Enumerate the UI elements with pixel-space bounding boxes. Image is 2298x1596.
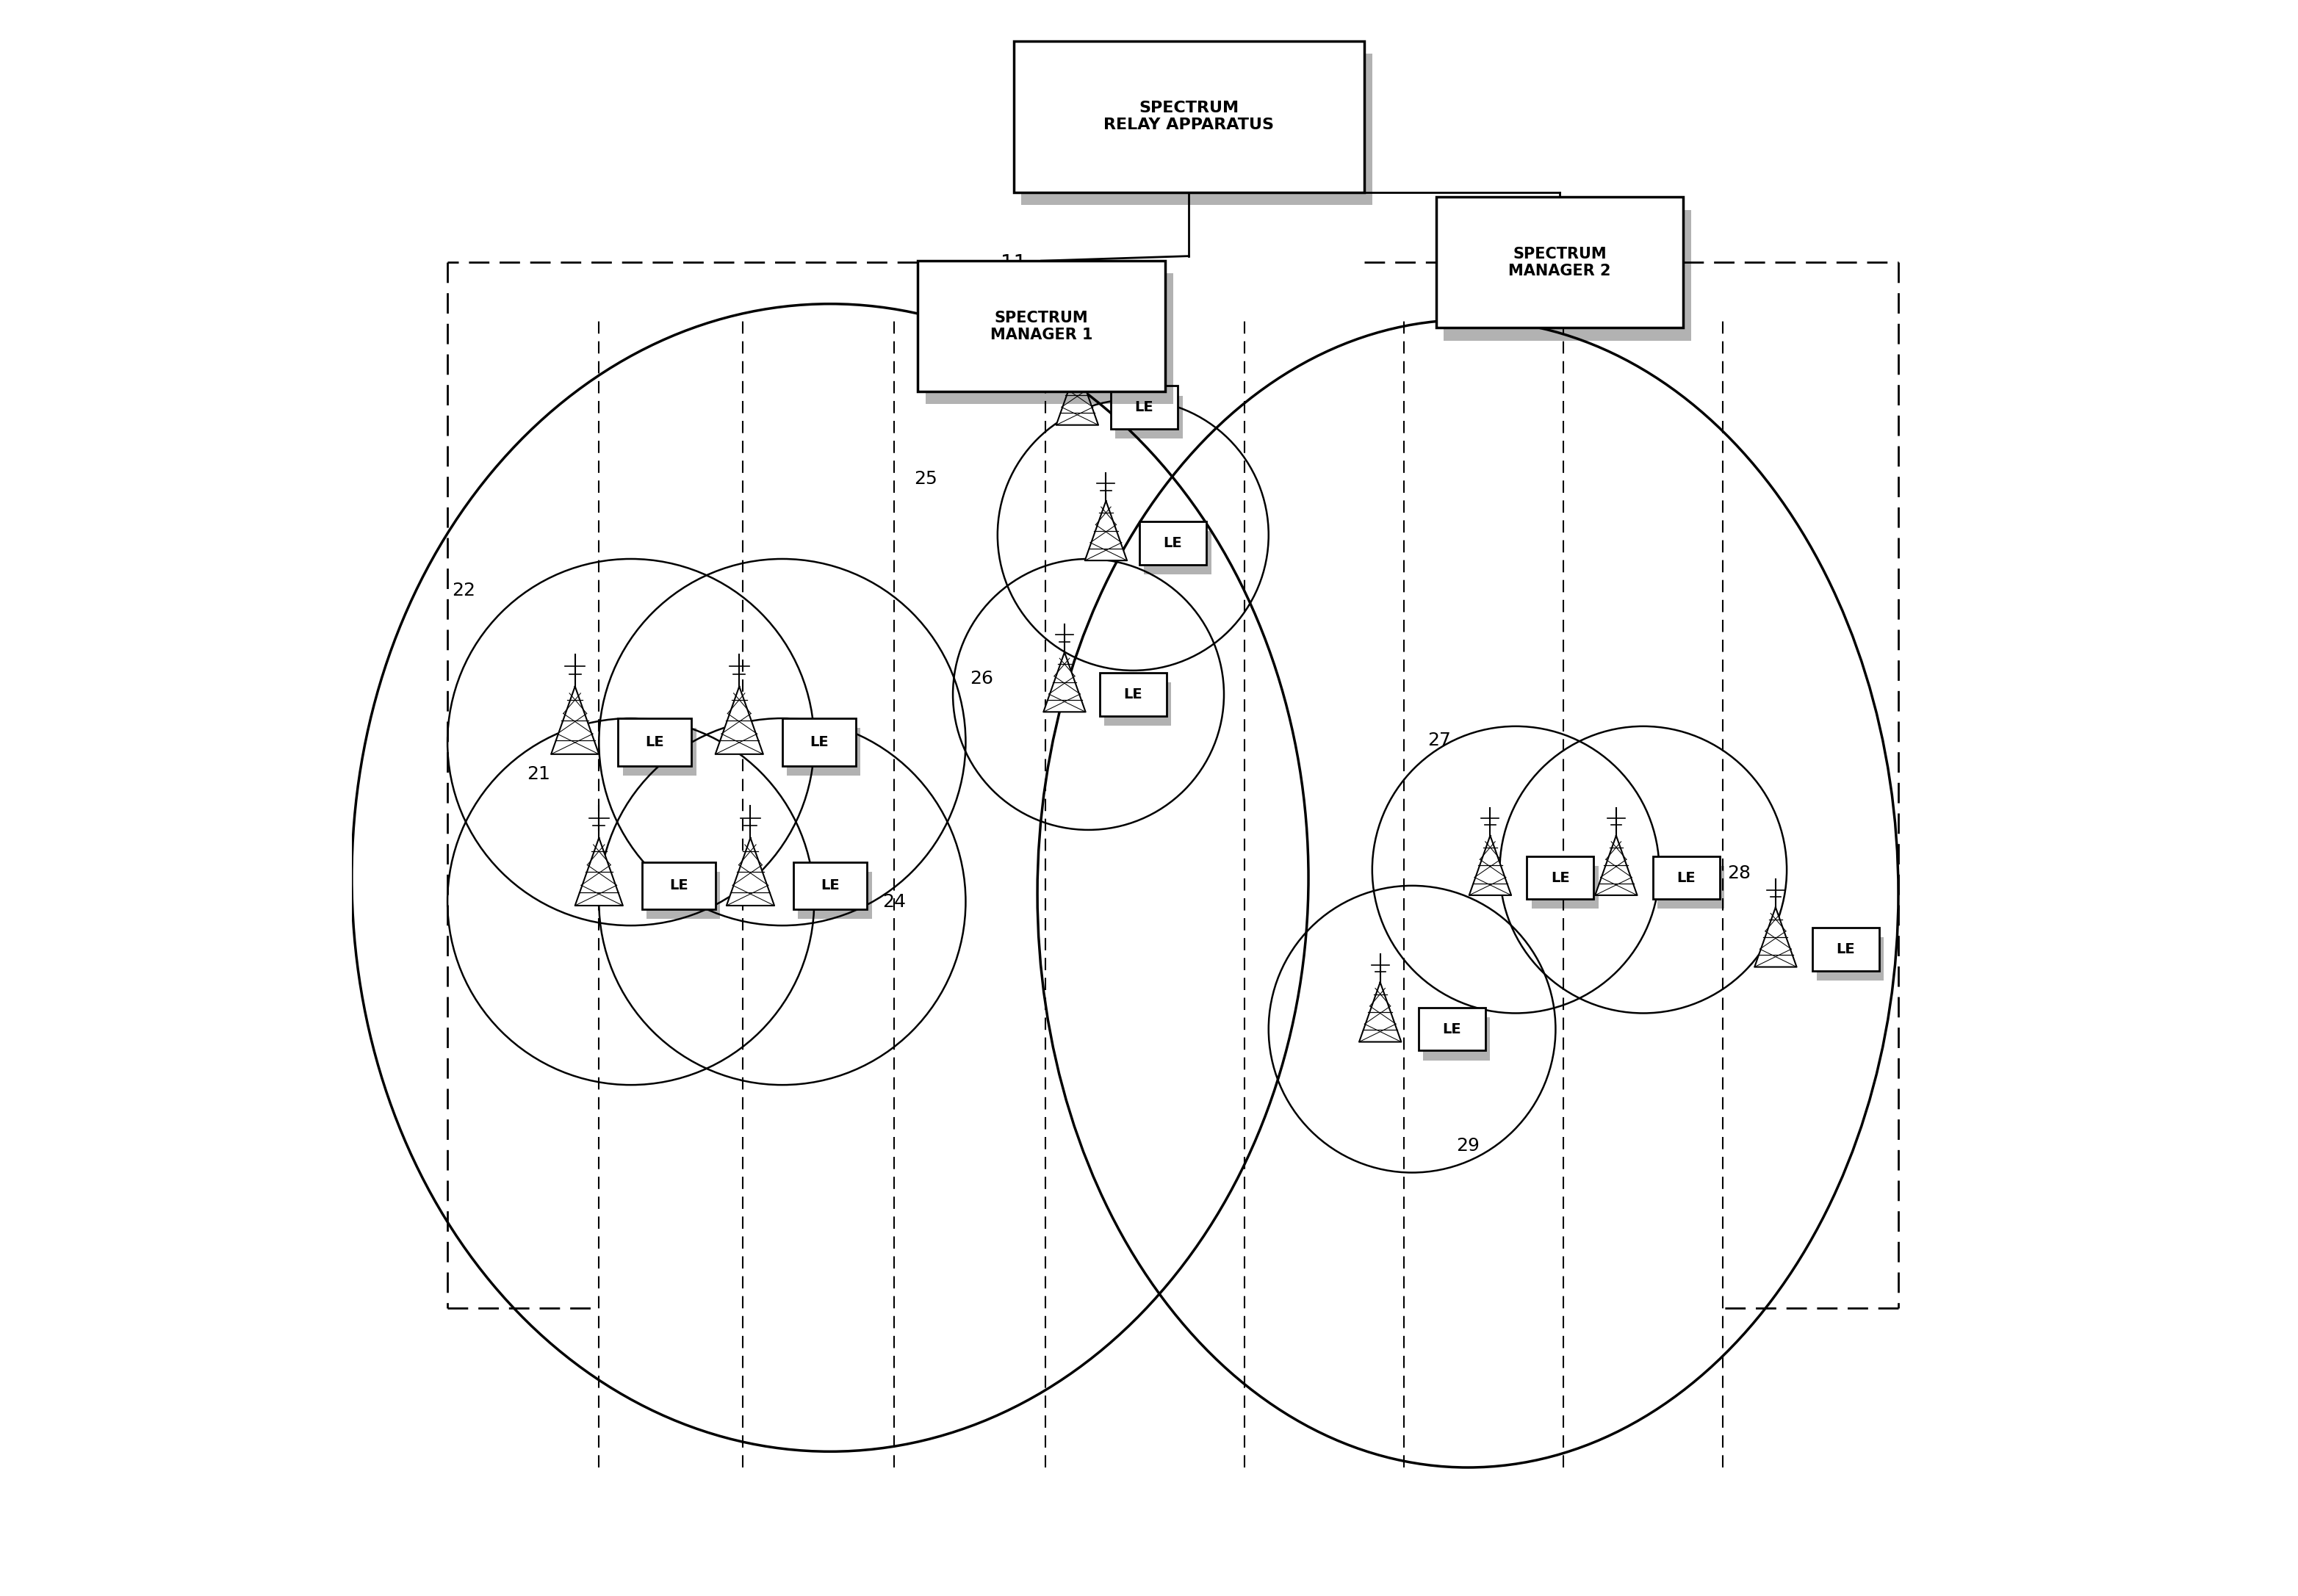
Bar <box>1144 531 1211 575</box>
Bar <box>1526 855 1595 899</box>
Text: 12: 12 <box>1558 294 1583 314</box>
Text: SPECTRUM
RELAY APPARATUS: SPECTRUM RELAY APPARATUS <box>1103 101 1273 132</box>
Text: 23: 23 <box>827 718 850 736</box>
Polygon shape <box>715 686 763 755</box>
Text: SPECTRUM
MANAGER 2: SPECTRUM MANAGER 2 <box>1507 246 1611 278</box>
Text: 21: 21 <box>526 764 549 784</box>
Text: 25: 25 <box>915 471 938 488</box>
Bar <box>1013 41 1365 192</box>
Text: LE: LE <box>820 879 839 892</box>
Bar <box>1422 1017 1489 1060</box>
Text: 28: 28 <box>1728 863 1751 881</box>
Text: 22: 22 <box>453 583 476 600</box>
Bar <box>1105 683 1172 726</box>
Text: 27: 27 <box>1427 733 1450 750</box>
Bar <box>1533 865 1599 908</box>
Polygon shape <box>1756 908 1797 967</box>
Text: LE: LE <box>1135 401 1154 415</box>
Bar <box>1652 855 1719 899</box>
Text: LE: LE <box>809 736 827 749</box>
Bar <box>623 728 696 776</box>
Polygon shape <box>726 838 774 905</box>
Text: 11: 11 <box>1000 254 1027 275</box>
Text: LE: LE <box>1836 943 1854 956</box>
Text: 26: 26 <box>970 670 993 688</box>
Bar <box>926 273 1172 404</box>
Bar <box>1020 54 1372 204</box>
Text: LE: LE <box>1443 1021 1462 1036</box>
Bar <box>1098 674 1167 717</box>
Bar <box>1140 522 1206 565</box>
Bar <box>1657 865 1724 908</box>
Bar <box>641 862 715 910</box>
Bar <box>1115 396 1183 439</box>
Bar <box>793 862 866 910</box>
Bar <box>1418 1007 1485 1050</box>
Polygon shape <box>1043 653 1085 712</box>
Text: 29: 29 <box>1457 1136 1480 1154</box>
Polygon shape <box>1085 501 1126 560</box>
Bar <box>1813 927 1880 970</box>
Bar <box>646 871 719 919</box>
Polygon shape <box>1595 836 1636 895</box>
Text: SPECTRUM
MANAGER 1: SPECTRUM MANAGER 1 <box>990 310 1092 342</box>
Text: LE: LE <box>669 879 687 892</box>
Polygon shape <box>1057 365 1098 425</box>
Polygon shape <box>552 686 600 755</box>
Bar <box>1110 386 1177 429</box>
Bar <box>1443 209 1691 340</box>
Bar <box>786 728 859 776</box>
Polygon shape <box>1358 982 1402 1042</box>
Polygon shape <box>574 838 623 905</box>
Text: LE: LE <box>1551 871 1570 884</box>
Text: LE: LE <box>1678 871 1696 884</box>
Bar <box>797 871 871 919</box>
Bar <box>917 260 1165 391</box>
Polygon shape <box>1468 836 1512 895</box>
Text: LE: LE <box>1163 536 1183 551</box>
Bar <box>781 718 855 766</box>
Text: LE: LE <box>1124 688 1142 701</box>
Bar <box>618 718 692 766</box>
Text: LE: LE <box>646 736 664 749</box>
Bar <box>1818 937 1884 980</box>
Text: 24: 24 <box>882 892 905 910</box>
Bar <box>1436 196 1682 327</box>
